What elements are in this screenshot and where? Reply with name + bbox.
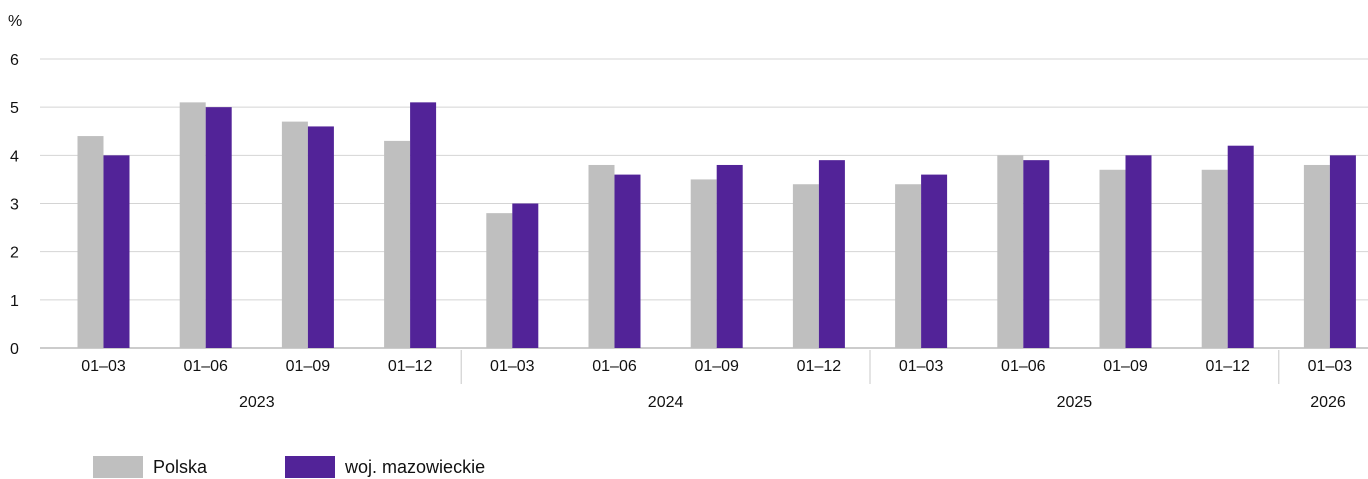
legend-swatch-polska [93, 456, 143, 478]
bar-polska [1099, 169, 1126, 348]
y-tick-label: 6 [10, 52, 19, 69]
bars [77, 102, 1356, 349]
bar-mazowieckie [512, 203, 539, 348]
legend-label-polska: Polska [153, 456, 208, 477]
x-tick-label: 01–12 [388, 358, 433, 375]
bar-mazowieckie [410, 102, 437, 348]
bar-polska [997, 155, 1024, 348]
bar-mazowieckie [205, 107, 232, 349]
legend: Polska woj. mazowieckie [93, 456, 563, 478]
x-group-label: 2023 [239, 394, 275, 411]
x-tick-label: 01–03 [81, 358, 126, 375]
y-tick-label: 5 [10, 100, 19, 117]
y-tick-label: 1 [10, 293, 19, 310]
x-group-label: 2024 [648, 394, 684, 411]
bar-mazowieckie [921, 174, 948, 348]
bar-polska [179, 102, 206, 348]
bar-polska [384, 140, 411, 348]
x-tick-label: 01–06 [183, 358, 228, 375]
x-axis-ticks: 01–03 01–06 01–09 01–12 01–03 01–06 01–09 01–12… [81, 358, 1352, 375]
x-tick-label: 01–03 [490, 358, 535, 375]
bar-mazowieckie [614, 174, 641, 348]
bar-mazowieckie [716, 164, 743, 348]
bar-polska [588, 164, 615, 348]
x-group-label: 2025 [1057, 394, 1093, 411]
x-tick-label: 01–06 [592, 358, 637, 375]
y-tick-label: 3 [10, 197, 19, 214]
bar-polska [281, 121, 308, 348]
x-axis-year-groups: 2023 2024 2025 2026 [239, 350, 1346, 411]
x-tick-label: 01–12 [797, 358, 842, 375]
x-tick-label: 01–09 [694, 358, 739, 375]
bar-polska [1303, 164, 1330, 348]
bar-polska [486, 213, 513, 348]
bar-mazowieckie [1023, 160, 1050, 348]
legend-item-polska: Polska [93, 456, 207, 478]
y-tick-label: 2 [10, 245, 19, 262]
legend-swatch-mazowieckie [285, 456, 336, 478]
x-tick-label: 01–09 [286, 358, 331, 375]
x-group-label: 2026 [1310, 394, 1346, 411]
bar-chart: % 0 1 2 3 4 5 6 01–03 01–06 01–09 01–12 01–03 01–06… [8, 13, 1368, 411]
x-tick-label: 01–09 [1103, 358, 1148, 375]
x-tick-label: 01–03 [899, 358, 944, 375]
x-tick-label: 01–12 [1205, 358, 1250, 375]
legend-label-mazowieckie: woj. mazowieckie [345, 456, 486, 477]
bar-polska [690, 179, 717, 348]
bar-mazowieckie [103, 155, 130, 348]
bar-mazowieckie [1329, 155, 1356, 348]
bar-mazowieckie [1227, 145, 1254, 348]
y-axis-unit: % [8, 13, 22, 30]
x-tick-label: 01–06 [1001, 358, 1046, 375]
bar-polska [895, 184, 922, 348]
y-axis-ticks: 0 1 2 3 4 5 6 [10, 52, 19, 358]
bar-mazowieckie [307, 126, 334, 348]
y-tick-label: 0 [10, 341, 19, 358]
bar-polska [792, 184, 819, 348]
bar-polska [1201, 169, 1228, 348]
x-tick-label: 01–03 [1308, 358, 1353, 375]
bar-polska [77, 136, 104, 348]
bar-mazowieckie [1125, 155, 1152, 348]
y-tick-label: 4 [10, 148, 19, 165]
legend-item-mazowieckie: woj. mazowieckie [285, 456, 485, 478]
bar-mazowieckie [818, 160, 845, 348]
